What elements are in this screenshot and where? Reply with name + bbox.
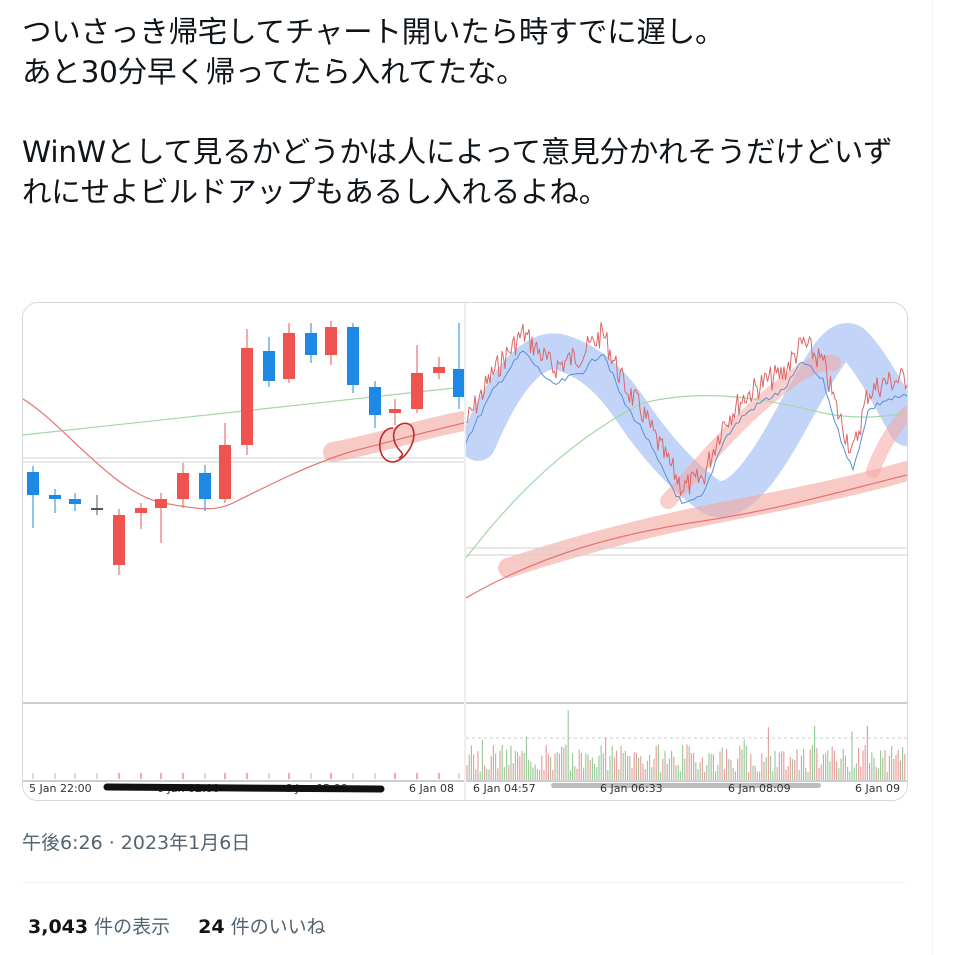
right-scrollbar[interactable] xyxy=(551,783,821,788)
left-candle xyxy=(177,463,189,508)
panel-divider xyxy=(464,303,466,800)
left-candle xyxy=(263,337,275,387)
redaction-scribble xyxy=(103,783,385,793)
left-candle xyxy=(325,321,337,365)
left-candle xyxy=(433,357,445,379)
right-time-label-1: 6 Jan 06:33 xyxy=(600,782,663,795)
left-candle xyxy=(219,423,231,503)
views-stat[interactable]: 3,043 件の表示 xyxy=(28,912,170,939)
left-candle xyxy=(199,465,211,511)
left-candle xyxy=(305,323,317,363)
left-candle xyxy=(411,345,423,413)
left-candle xyxy=(389,399,401,425)
right-red-ma-line xyxy=(466,474,907,599)
left-candle xyxy=(49,489,61,513)
stats-divider xyxy=(22,882,906,883)
tweet-stats: 3,043 件の表示 24 件のいいね xyxy=(28,912,326,939)
right-chart-panel: 6 Jan 04:57 6 Jan 06:33 6 Jan 08:09 6 Ja… xyxy=(466,322,907,795)
left-candle xyxy=(241,329,253,455)
right-pink-highlight xyxy=(660,354,841,509)
left-chart-panel: 5 Jan 22:00 6 Jan 02:00 6 Jan 05:00 6 Ja… xyxy=(23,321,464,795)
tweet-text: ついさっき帰宅してチャート開いたら時すでに遅し。 あと30分早く帰ってたら入れて… xyxy=(22,15,893,209)
left-candle xyxy=(91,495,103,515)
views-count: 3,043 xyxy=(28,916,89,938)
right-time-label-3: 6 Jan 09 xyxy=(855,782,900,795)
left-time-label-3: 6 Jan 08 xyxy=(409,782,454,795)
left-candle xyxy=(283,323,295,383)
right-price-line xyxy=(466,322,907,497)
left-candle xyxy=(69,493,81,511)
column-border xyxy=(932,0,933,955)
right-blue-highlight xyxy=(466,323,907,518)
left-hand-drawn-circle xyxy=(379,422,415,463)
right-green-ma-line xyxy=(466,394,907,559)
right-blue-ma-line xyxy=(466,350,907,505)
tweet-timestamp[interactable]: 午後6:26 · 2023年1月6日 xyxy=(22,832,251,854)
left-time-label-0: 5 Jan 22:00 xyxy=(29,782,92,795)
likes-count: 24 xyxy=(198,916,225,938)
views-label: 件の表示 xyxy=(94,916,171,938)
left-red-ma-line xyxy=(23,398,464,510)
likes-label: 件のいいね xyxy=(230,916,326,938)
left-candle xyxy=(155,493,167,543)
chart-image[interactable]: 5 Jan 22:00 6 Jan 02:00 6 Jan 05:00 6 Ja… xyxy=(22,302,908,801)
right-pink-highlight-2 xyxy=(866,406,907,478)
likes-stat[interactable]: 24 件のいいね xyxy=(198,912,325,939)
right-time-label-0: 6 Jan 04:57 xyxy=(473,782,536,795)
left-candle xyxy=(135,503,147,529)
left-candle xyxy=(453,323,464,409)
right-time-label-2: 6 Jan 08:09 xyxy=(728,782,791,795)
left-candle xyxy=(27,466,39,528)
left-candle xyxy=(113,509,125,575)
left-candle xyxy=(347,323,359,393)
left-support-highlight xyxy=(323,411,464,462)
left-candle xyxy=(369,381,381,428)
